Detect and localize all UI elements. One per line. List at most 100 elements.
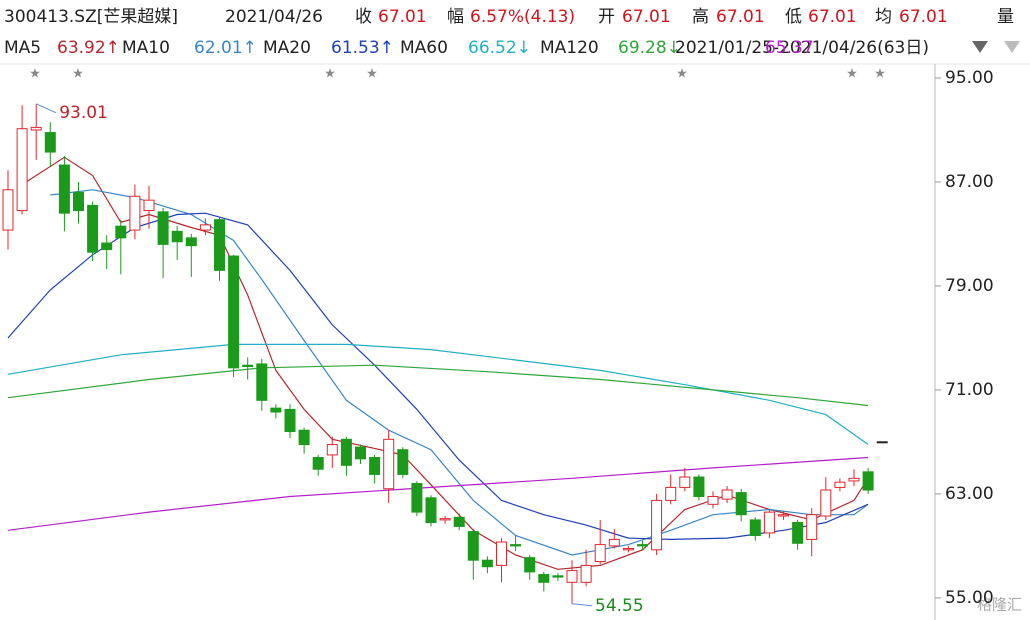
candle-body	[665, 486, 677, 501]
legend-value: 66.52↓	[468, 38, 531, 58]
candle-body	[129, 195, 141, 231]
dropdown[interactable]	[972, 41, 988, 53]
y-tick-label: 87.00	[945, 172, 994, 192]
quote-label: 收	[355, 7, 372, 27]
candle-body	[552, 575, 564, 578]
quote-value: 67.01	[622, 7, 671, 27]
candle-body	[637, 544, 648, 547]
candle-body	[876, 441, 888, 444]
event-star: ★	[29, 67, 41, 82]
candle-body	[467, 531, 479, 561]
annotation-leader	[571, 603, 593, 607]
candle-body	[87, 204, 99, 253]
legend-name: MA120	[540, 38, 599, 58]
legend-value: 61.53↑	[331, 38, 394, 58]
candle-body	[721, 489, 733, 500]
quote-value: 6.57%(4.13)	[470, 7, 575, 27]
candle-body	[312, 457, 324, 470]
candle-body	[425, 497, 437, 524]
candle-body	[651, 499, 663, 551]
ma-line	[50, 189, 869, 556]
candle-body	[439, 518, 451, 521]
symbol: 300413.SZ[芒果超媒]	[4, 7, 178, 27]
candle-body	[538, 574, 550, 583]
candle-body	[566, 570, 578, 583]
candle-body	[298, 429, 310, 446]
legend-value: 69.28↓	[618, 38, 681, 58]
event-star: ★	[324, 67, 336, 82]
candle-body	[115, 225, 127, 239]
candle-body	[693, 476, 705, 498]
collapse[interactable]	[1004, 41, 1020, 53]
candle-body	[326, 444, 338, 456]
annotation: 93.01	[59, 103, 108, 123]
candle-body	[214, 219, 225, 271]
candle-body	[73, 191, 84, 212]
annotation-leader	[35, 103, 57, 114]
y-tick-label: 95.00	[945, 68, 994, 88]
legend-name: MA60	[400, 38, 448, 58]
quote-label: 均	[875, 7, 892, 27]
candle-body	[594, 544, 606, 563]
legend-value: 65.37	[765, 38, 814, 58]
legend-value: 62.01↑	[194, 38, 257, 58]
y-tick-label: 55.00	[945, 588, 994, 608]
candle-body	[185, 237, 197, 247]
candle-body	[228, 255, 240, 369]
candle-body	[101, 242, 113, 251]
candle-body	[2, 189, 14, 231]
event-star: ★	[874, 67, 886, 82]
legend-value: 63.92↑	[57, 38, 120, 58]
quote-value: 67.01	[378, 7, 427, 27]
volume-label: 量	[997, 7, 1014, 27]
candle-body	[820, 489, 832, 517]
candle-body	[707, 496, 719, 505]
ma-line	[7, 364, 869, 407]
ma-line	[7, 212, 869, 541]
candle-body	[453, 516, 465, 527]
candle-body	[862, 471, 874, 491]
event-star: ★	[72, 67, 84, 82]
candle-body	[44, 132, 56, 153]
event-star: ★	[676, 67, 688, 82]
candle-body	[834, 481, 846, 488]
y-tick-label: 71.00	[945, 380, 994, 400]
candle-body	[608, 538, 620, 547]
legend-name: MA5	[4, 38, 41, 58]
quote-label: 低	[785, 7, 802, 27]
candle-body	[157, 211, 169, 245]
quote-label: 幅	[447, 7, 464, 27]
period: 2021/01/25-2021/04/26(63日)	[675, 38, 929, 58]
candle-body	[622, 548, 634, 551]
event-star: ★	[846, 67, 858, 82]
legend-name: MA20	[263, 38, 311, 58]
candle-body	[792, 522, 804, 544]
candle-body	[763, 511, 775, 534]
quote-value: 67.01	[808, 7, 857, 27]
candle-body	[256, 363, 268, 401]
candle-body	[30, 126, 42, 131]
quote-value: 67.01	[716, 7, 765, 27]
candle-body	[340, 438, 352, 466]
candle-body	[383, 438, 395, 490]
candle-body	[199, 224, 211, 231]
quote-label: 高	[692, 7, 709, 27]
candle-body	[242, 364, 254, 368]
watermark: 格隆汇	[977, 596, 1022, 614]
candle-body	[580, 564, 592, 583]
candle-body	[806, 514, 818, 540]
annotation: 54.55	[595, 596, 644, 616]
candle-body	[749, 519, 761, 537]
candle-body	[411, 483, 423, 513]
candle-body	[369, 457, 381, 475]
candle-body	[284, 408, 296, 433]
y-tick-label: 63.00	[945, 484, 994, 504]
candle-body	[58, 164, 70, 214]
event-star: ★	[366, 67, 378, 82]
candle-body	[496, 541, 507, 566]
candle-body	[397, 449, 409, 475]
candle-body	[524, 557, 536, 573]
candle-body	[735, 492, 747, 516]
candle-body	[16, 128, 28, 212]
